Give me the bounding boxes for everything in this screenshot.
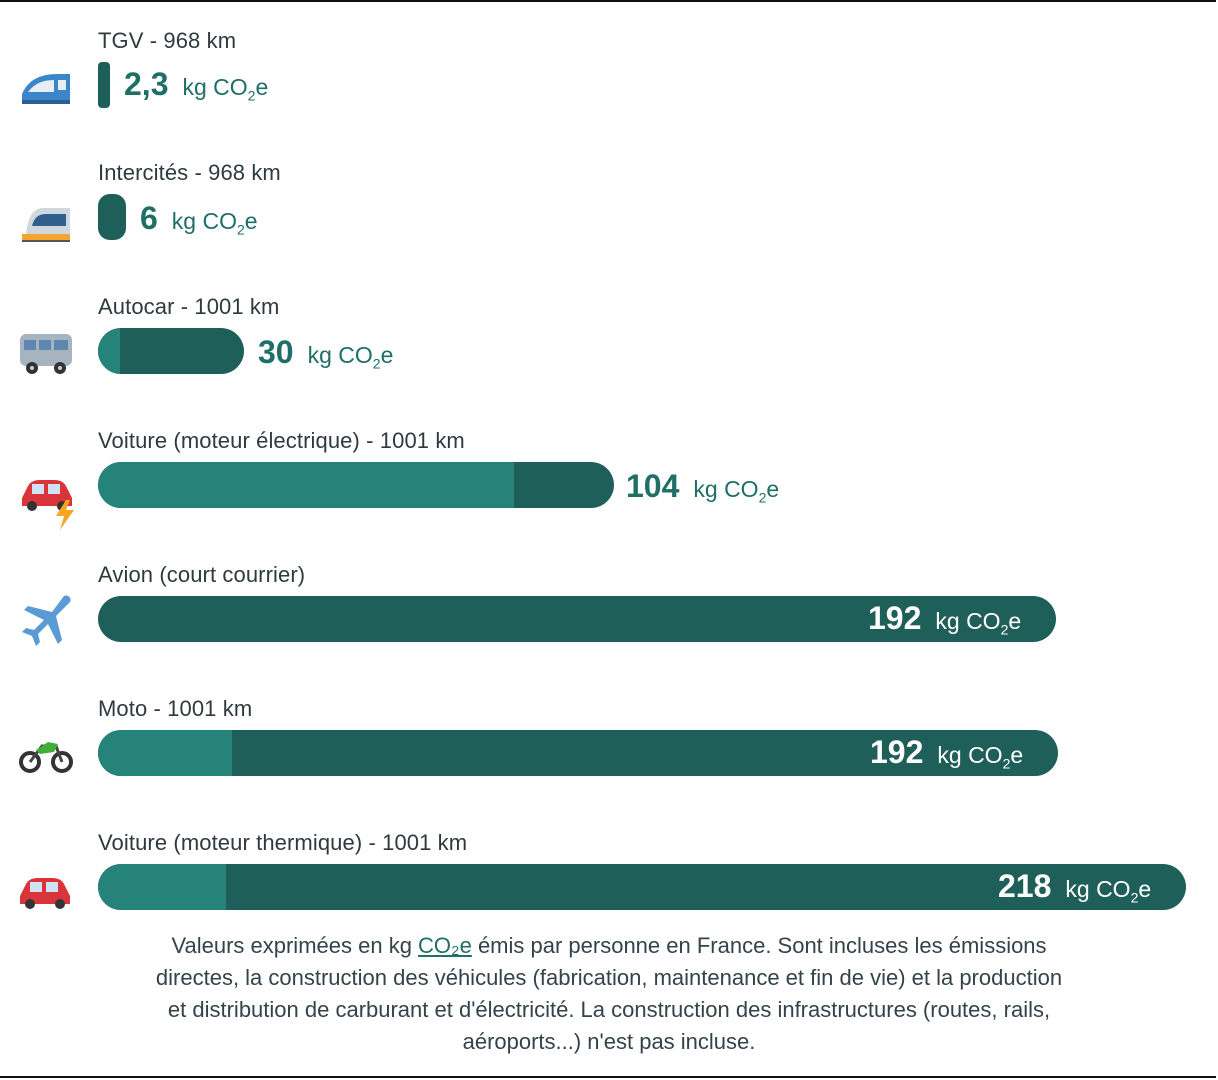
bar-row-electric-car: Voiture (moteur électrique) - 1001 km 10… [0, 428, 1218, 562]
value-unit: kg CO2e [171, 208, 258, 238]
bar-airplane [98, 596, 1056, 642]
bar-label: Autocar - 1001 km [98, 294, 280, 319]
bar-label: Voiture (moteur thermique) - 1001 km [98, 830, 468, 855]
bar-segment-light [98, 462, 514, 508]
value-number: 218 [998, 868, 1052, 904]
value-unit: kg CO2e [182, 74, 269, 104]
footnote: Valeurs exprimées en kg CO₂e émis par pe… [150, 930, 1068, 1058]
value-label: 192 kg CO2e [870, 734, 1023, 772]
bar-segment-light [98, 864, 226, 910]
bar-tgv [98, 62, 110, 108]
bar-segment-light [98, 328, 120, 374]
value-label: 6 kg CO2e [140, 200, 258, 238]
bar-label: TGV - 968 km [98, 28, 237, 53]
value-unit: kg CO2e [1065, 876, 1152, 906]
value-label: 104 kg CO2e [626, 468, 779, 506]
bar-autocar [98, 328, 244, 374]
value-number: 192 [868, 600, 922, 636]
train-icon [18, 194, 74, 250]
value-label: 2,3 kg CO2e [124, 66, 268, 104]
co2e-link[interactable]: CO₂e [418, 933, 472, 958]
footnote-text-end: émis par personne en France. Sont inclus… [155, 933, 1063, 1054]
value-label: 30 kg CO2e [258, 334, 393, 372]
value-number: 104 [626, 468, 680, 504]
value-number: 30 [258, 334, 294, 370]
bus-icon [18, 326, 74, 382]
motorcycle-icon [18, 732, 74, 788]
bar-motorcycle [98, 730, 1058, 776]
bar-label: Voiture (moteur électrique) - 1001 km [98, 428, 465, 453]
bar-segment-light [98, 730, 232, 776]
value-label: 192 kg CO2e [868, 600, 1021, 638]
bar-row-intercites: Intercités - 968 km 6 kg CO2e [0, 160, 1218, 294]
bar-row-tgv: TGV - 968 km 2,3 kg CO2e [0, 28, 1218, 162]
bar-label: Intercités - 968 km [98, 160, 281, 185]
bar-electric-car [98, 462, 614, 508]
value-unit: kg CO2e [307, 342, 394, 372]
bar-label: Avion (court courrier) [98, 562, 306, 587]
electric-car-icon [18, 468, 74, 530]
bar-intercites [98, 194, 126, 240]
bar-car [98, 864, 1186, 910]
value-number: 2,3 [124, 66, 169, 102]
bar-row-car: Voiture (moteur thermique) - 1001 km 218… [0, 830, 1218, 964]
value-number: 6 [140, 200, 158, 236]
high-speed-train-icon [18, 60, 74, 116]
value-unit: kg CO2e [937, 742, 1024, 772]
airplane-icon [18, 592, 74, 648]
value-label: 218 kg CO2e [998, 868, 1151, 906]
value-unit: kg CO2e [693, 476, 780, 506]
car-icon [18, 866, 74, 922]
value-unit: kg CO2e [935, 608, 1022, 638]
bar-row-motorcycle: Moto - 1001 km 192 kg CO2e [0, 696, 1218, 830]
bar-row-autocar: Autocar - 1001 km 30 kg CO2e [0, 294, 1218, 428]
footnote-text-start: Valeurs exprimées en kg [171, 933, 419, 958]
value-number: 192 [870, 734, 924, 770]
bar-row-airplane: Avion (court courrier) 192 kg CO2e [0, 562, 1218, 696]
bar-label: Moto - 1001 km [98, 696, 253, 721]
